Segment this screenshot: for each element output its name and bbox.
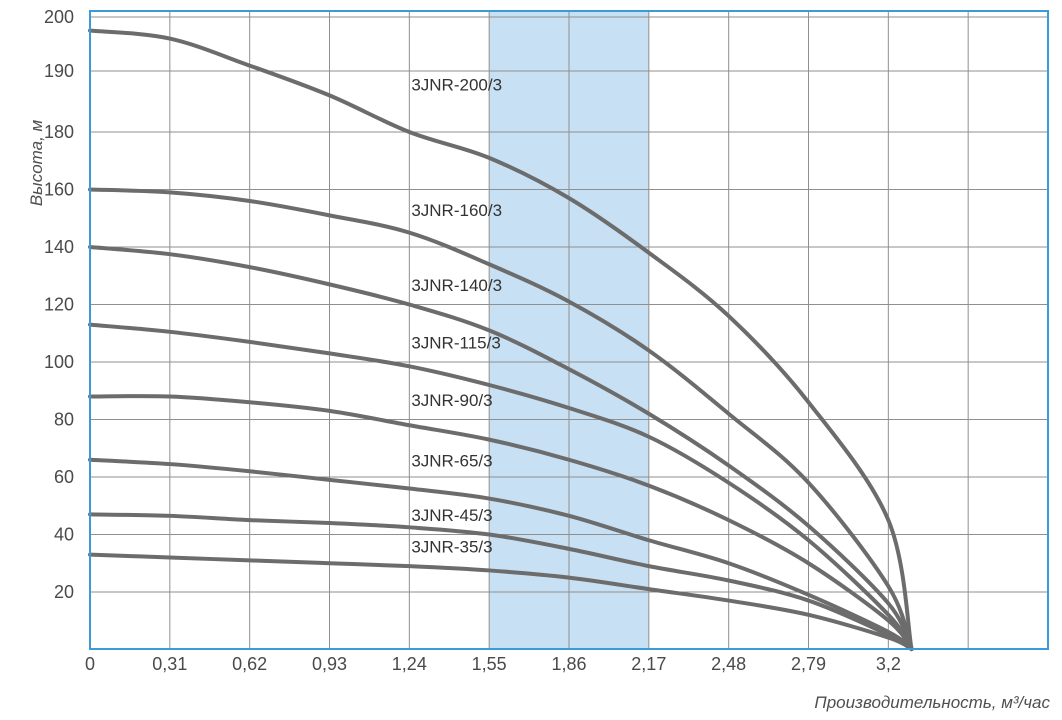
series-line-3jnr-115-3 [88, 322, 914, 651]
x-tick-label: 0,62 [232, 654, 267, 674]
y-axis-label: Высота, м [27, 119, 46, 206]
y-tick-label: 20 [54, 582, 74, 602]
series-label-3jnr-115-3: 3JNR-115/3 [411, 333, 500, 352]
x-axis-label: Производительность, м³/час [814, 693, 1050, 712]
plot-frame [89, 10, 1049, 650]
x-tick-label: 2,48 [711, 654, 746, 674]
y-tick-label: 60 [54, 467, 74, 487]
series-line-3jnr-200-3 [88, 28, 914, 651]
series-label-3jnr-160-3: 3JNR-160/3 [411, 201, 502, 220]
curve-layer [88, 28, 914, 651]
series-label-3jnr-200-3: 3JNR-200/3 [411, 75, 502, 94]
y-tick-label: 100 [44, 352, 74, 372]
series-label-3jnr-45-3: 3JNR-45/3 [411, 506, 492, 525]
x-tick-label: 3,2 [876, 654, 901, 674]
y-tick-label: 40 [54, 525, 74, 545]
series-line-3jnr-65-3 [88, 457, 914, 651]
y-tick-label: 120 [44, 295, 74, 315]
series-label-3jnr-65-3: 3JNR-65/3 [411, 451, 492, 470]
series-line-3jnr-90-3 [88, 394, 914, 651]
series-line-3jnr-140-3 [88, 245, 914, 651]
y-tick-label: 160 [44, 180, 74, 200]
x-tick-label: 0,93 [312, 654, 347, 674]
series-label-3jnr-140-3: 3JNR-140/3 [411, 276, 502, 295]
x-tick-label: 0,31 [152, 654, 187, 674]
series-label-3jnr-35-3: 3JNR-35/3 [411, 538, 492, 557]
series-line-3jnr-35-3 [88, 552, 914, 651]
y-tick-label: 140 [44, 237, 74, 257]
y-tick-label: 180 [44, 122, 74, 142]
series-label-3jnr-90-3: 3JNR-90/3 [411, 391, 492, 410]
tick-layer: 0 0,31 0,62 0,93 1,24 1,55 1,86 2,17 2,48 2,79 3,2… [44, 7, 901, 674]
x-tick-label: 2,17 [631, 654, 666, 674]
series-line-3jnr-45-3 [88, 512, 914, 651]
x-tick-label: 2,79 [791, 654, 826, 674]
x-tick-label: 1,55 [472, 654, 507, 674]
x-tick-label: 1,24 [392, 654, 427, 674]
y-tick-label: 190 [44, 61, 74, 81]
x-tick-label: 0 [85, 654, 95, 674]
grid-layer [89, 11, 1049, 649]
y-tick-label: 80 [54, 410, 74, 430]
series-label-layer: 3JNR-200/3 3JNR-160/3 3JNR-140/3 3JNR-115/3… [411, 75, 502, 556]
x-tick-label: 1,86 [551, 654, 586, 674]
y-tick-label: 200 [44, 7, 74, 27]
series-line-3jnr-160-3 [88, 187, 914, 651]
